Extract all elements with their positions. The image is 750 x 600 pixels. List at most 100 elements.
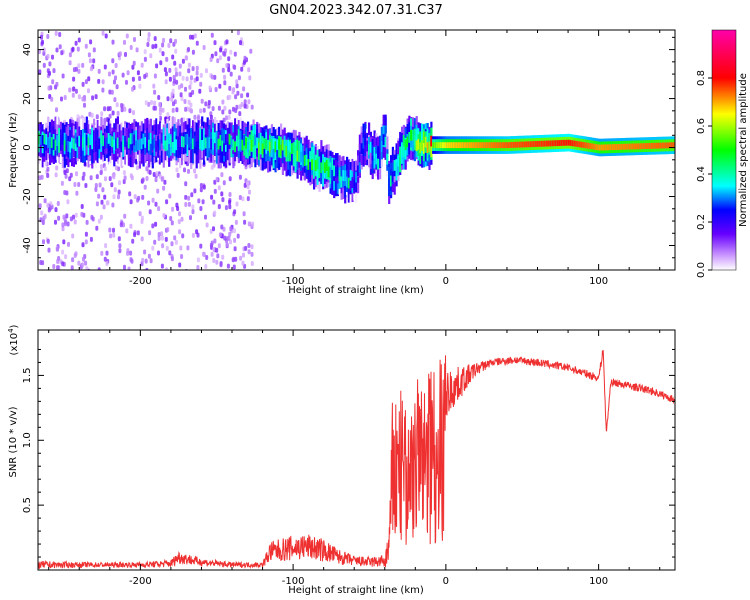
heat-cell — [201, 129, 204, 151]
heat-cell — [56, 246, 59, 252]
heat-cell — [229, 226, 233, 232]
heat-cell — [281, 139, 284, 151]
heat-cell — [147, 200, 151, 206]
heat-cell — [338, 170, 341, 181]
heat-cell — [452, 142, 455, 149]
heat-cell — [485, 142, 488, 149]
x-tick-label: -200 — [129, 276, 152, 287]
spectrogram-x-ticks: -200 -100 0 100 — [48, 30, 661, 287]
heat-cell — [72, 138, 75, 150]
heat-cell — [58, 32, 62, 37]
heat-cell — [397, 155, 400, 167]
heat-cell — [236, 233, 240, 239]
heat-cell — [69, 216, 73, 222]
heat-cell — [54, 219, 57, 225]
heat-cell — [151, 44, 155, 50]
heat-cell — [626, 143, 629, 150]
heat-cell — [174, 239, 178, 245]
heat-cell — [157, 232, 161, 237]
heat-cell — [281, 141, 284, 164]
heat-cell — [142, 133, 145, 145]
heat-cell — [131, 238, 135, 244]
heat-cell — [347, 177, 350, 189]
heat-cell — [122, 140, 125, 152]
heat-cell — [225, 63, 229, 68]
heat-cell — [175, 167, 179, 173]
heat-cell — [542, 140, 545, 147]
heat-cell — [83, 102, 86, 108]
heat-cell — [163, 67, 167, 73]
heat-cell — [187, 195, 191, 201]
heat-cell — [80, 211, 84, 217]
heat-cell — [496, 142, 499, 149]
heat-cell — [95, 201, 99, 207]
heat-cell — [219, 262, 223, 268]
heat-cell — [114, 75, 117, 81]
heat-cell — [108, 71, 111, 77]
y-tick-label: 0 — [22, 144, 33, 150]
heat-cell — [157, 95, 161, 100]
heat-cell — [153, 239, 157, 245]
heat-cell — [237, 75, 241, 81]
snr-y-ticks: 0.5 1.0 1.5 — [22, 348, 675, 558]
heat-cell — [193, 33, 197, 39]
heat-cell — [159, 139, 162, 151]
heat-cell — [245, 137, 248, 149]
heat-cell — [63, 95, 67, 100]
heat-cell — [393, 160, 396, 171]
heat-cell — [197, 139, 200, 150]
heat-cell — [188, 136, 191, 148]
heat-cell — [92, 47, 96, 53]
heat-cell — [100, 199, 104, 205]
heat-cell — [653, 142, 657, 149]
heat-cell — [204, 214, 207, 220]
heat-cell — [196, 115, 200, 121]
heat-cell — [131, 76, 135, 82]
heat-cell — [80, 204, 84, 209]
heat-cell — [646, 143, 649, 149]
heat-cell — [270, 139, 273, 150]
heat-cell — [210, 251, 214, 257]
heat-cell — [196, 257, 200, 263]
heat-cell — [668, 142, 671, 149]
heat-cell — [221, 140, 224, 152]
heat-cell — [67, 241, 70, 247]
heat-cell — [127, 137, 130, 149]
heat-cell — [346, 176, 349, 188]
heat-cell — [98, 182, 102, 188]
heat-cell — [113, 187, 117, 193]
heat-cell — [118, 243, 122, 249]
heat-cell — [191, 209, 195, 215]
heat-cell — [214, 51, 218, 57]
heat-cell — [217, 105, 221, 111]
heat-cell — [155, 140, 158, 152]
heat-cell — [170, 256, 174, 262]
heat-cell — [494, 142, 497, 149]
snr-frame — [37, 329, 676, 571]
heat-cell — [162, 213, 166, 218]
heat-cell — [77, 94, 81, 100]
heat-cell — [61, 134, 64, 145]
heat-cell — [77, 37, 81, 43]
heat-cell — [529, 141, 532, 148]
heat-cell — [212, 127, 215, 150]
heat-cell — [164, 79, 168, 85]
heat-cell — [189, 34, 192, 40]
heat-cell — [243, 134, 246, 146]
heat-cell — [492, 142, 495, 149]
heat-cell — [181, 58, 185, 64]
heat-cell — [177, 84, 181, 90]
heat-cell — [272, 138, 275, 149]
heat-cell — [208, 137, 211, 148]
heat-cell — [166, 227, 170, 233]
heat-cell — [65, 213, 69, 219]
heat-cell — [161, 107, 165, 113]
heat-cell — [369, 142, 372, 165]
heat-cell — [366, 140, 369, 152]
heat-cell — [40, 210, 44, 216]
heat-cell — [593, 143, 596, 150]
heat-cell — [111, 136, 114, 148]
heat-cell — [243, 182, 247, 188]
heat-cell — [154, 201, 158, 207]
